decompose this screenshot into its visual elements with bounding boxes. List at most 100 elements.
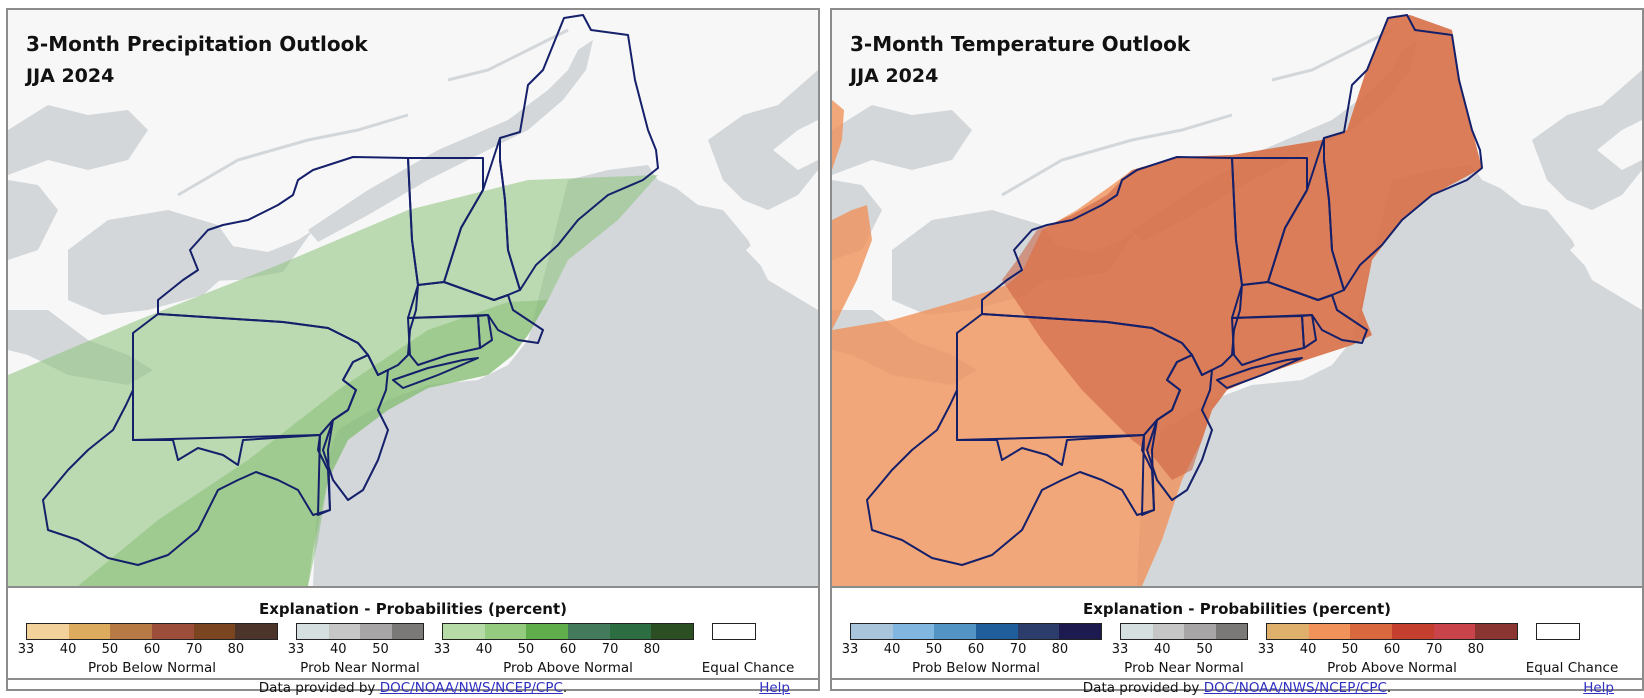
help-link[interactable]: Help (1583, 680, 1614, 696)
footer: Data provided by DOC/NOAA/NWS/NCEP/CPC. … (8, 678, 818, 696)
legend-tick: 50 (517, 642, 535, 657)
temperature-map: 3-Month Temperature Outlook JJA 2024 (832, 10, 1642, 588)
legend-swatch (526, 624, 569, 639)
legend-label-below: Prob Below Normal (911, 660, 1041, 676)
legend-swatch (235, 624, 278, 639)
legend-tick: 33 (17, 642, 35, 657)
legend-swatch (1017, 624, 1060, 639)
legend: Explanation - Probabilities (percent) 33… (832, 588, 1642, 678)
legend-tick: 70 (1425, 642, 1443, 657)
legend-bar-near-normal (296, 623, 424, 640)
legend-swatch (1215, 624, 1247, 639)
legend-tick: 60 (143, 642, 161, 657)
legend-swatch (651, 624, 694, 639)
legend-tick: 80 (1051, 642, 1069, 657)
precip-above-normal-40-area (78, 300, 548, 586)
legend-swatch (1433, 624, 1476, 639)
legend-equal-chance-swatch (712, 623, 756, 640)
legend-swatch (360, 624, 392, 639)
legend-swatch (443, 624, 485, 639)
legend-tick: 33 (1257, 642, 1275, 657)
legend-bar-above-normal (1266, 623, 1518, 640)
legend-ticks-below: 33 40 50 60 70 80 (842, 642, 1102, 658)
legend-ticks-near: 33 40 50 (288, 642, 424, 658)
legend-tick: 33 (433, 642, 451, 657)
precipitation-outlook-panel: 3-Month Precipitation Outlook JJA 2024 E… (6, 8, 820, 696)
legend-ticks-above: 33 40 50 60 70 80 (1258, 642, 1518, 658)
footer: Data provided by DOC/NOAA/NWS/NCEP/CPC. … (832, 678, 1642, 696)
legend-swatch (851, 624, 893, 639)
legend-swatch (1059, 624, 1102, 639)
legend-tick: 40 (883, 642, 901, 657)
legend-swatch (1475, 624, 1518, 639)
legend-tick: 50 (1196, 642, 1213, 657)
legend-label-above: Prob Above Normal (503, 660, 633, 676)
legend-swatch (27, 624, 69, 639)
legend-swatch (568, 624, 610, 639)
legend-swatch (1392, 624, 1434, 639)
legend-tick: 40 (475, 642, 493, 657)
legend-swatch (1152, 624, 1184, 639)
legend-tick: 80 (643, 642, 661, 657)
legend-swatch (1121, 624, 1153, 639)
legend-bar-below-normal (26, 623, 278, 640)
legend-tick: 40 (1299, 642, 1317, 657)
legend-label-near: Prob Near Normal (1124, 660, 1244, 676)
precip-above-normal-33-area (8, 175, 658, 586)
legend-heading: Explanation - Probabilities (percent) (259, 600, 567, 618)
legend-tick: 80 (227, 642, 245, 657)
precipitation-map: 3-Month Precipitation Outlook JJA 2024 (8, 10, 818, 588)
legend-swatch (328, 624, 360, 639)
legend-heading: Explanation - Probabilities (percent) (1083, 600, 1391, 618)
credit-link[interactable]: DOC/NOAA/NWS/NCEP/CPC (379, 680, 563, 696)
legend-swatch (152, 624, 194, 639)
legend-swatch (484, 624, 527, 639)
legend-equal-chance-swatch (1536, 623, 1580, 640)
credit-suffix: . (1386, 680, 1392, 696)
legend-swatch (110, 624, 153, 639)
data-credit: Data provided by DOC/NOAA/NWS/NCEP/CPC. (832, 680, 1642, 696)
legend-swatch (976, 624, 1018, 639)
legend-tick: 60 (559, 642, 577, 657)
legend-tick: 60 (967, 642, 985, 657)
map-period: JJA 2024 (26, 65, 115, 87)
temp-above-normal-50-area (1002, 15, 1482, 480)
credit-prefix: Data provided by (258, 680, 380, 696)
credit-prefix: Data provided by (1082, 680, 1204, 696)
legend-label-equal-chance: Equal Chance (1525, 660, 1619, 676)
temperature-outlook-panel: 3-Month Temperature Outlook JJA 2024 Exp… (830, 8, 1644, 696)
legend-bar-near-normal (1120, 623, 1248, 640)
legend-swatch (892, 624, 935, 639)
legend-swatch (1350, 624, 1393, 639)
credit-link[interactable]: DOC/NOAA/NWS/NCEP/CPC (1203, 680, 1387, 696)
legend-swatch (934, 624, 977, 639)
legend-tick: 80 (1467, 642, 1485, 657)
map-title: 3-Month Precipitation Outlook (26, 32, 368, 56)
legend-swatch (68, 624, 111, 639)
legend-swatch (1267, 624, 1309, 639)
legend-label-above: Prob Above Normal (1327, 660, 1457, 676)
map-title: 3-Month Temperature Outlook (850, 32, 1191, 56)
data-credit: Data provided by DOC/NOAA/NWS/NCEP/CPC. (8, 680, 818, 696)
legend-swatch (391, 624, 423, 639)
legend-tick: 50 (372, 642, 389, 657)
legend-label-near: Prob Near Normal (300, 660, 420, 676)
legend-ticks-below: 33 40 50 60 70 80 (18, 642, 278, 658)
legend-tick: 70 (185, 642, 203, 657)
legend-ticks-near: 33 40 50 (1112, 642, 1248, 658)
legend-swatch (609, 624, 652, 639)
legend: Explanation - Probabilities (percent) 33… (8, 588, 818, 678)
legend-tick: 50 (101, 642, 119, 657)
legend-tick: 33 (841, 642, 859, 657)
legend-tick: 70 (601, 642, 619, 657)
legend-tick: 70 (1009, 642, 1027, 657)
legend-tick: 50 (1341, 642, 1359, 657)
legend-tick: 60 (1383, 642, 1401, 657)
legend-swatch (1184, 624, 1216, 639)
legend-ticks-above: 33 40 50 60 70 80 (434, 642, 694, 658)
legend-tick: 33 (1111, 642, 1129, 657)
legend-bar-above-normal (442, 623, 694, 640)
legend-tick: 40 (1153, 642, 1171, 657)
help-link[interactable]: Help (759, 680, 790, 696)
legend-label-below: Prob Below Normal (87, 660, 217, 676)
